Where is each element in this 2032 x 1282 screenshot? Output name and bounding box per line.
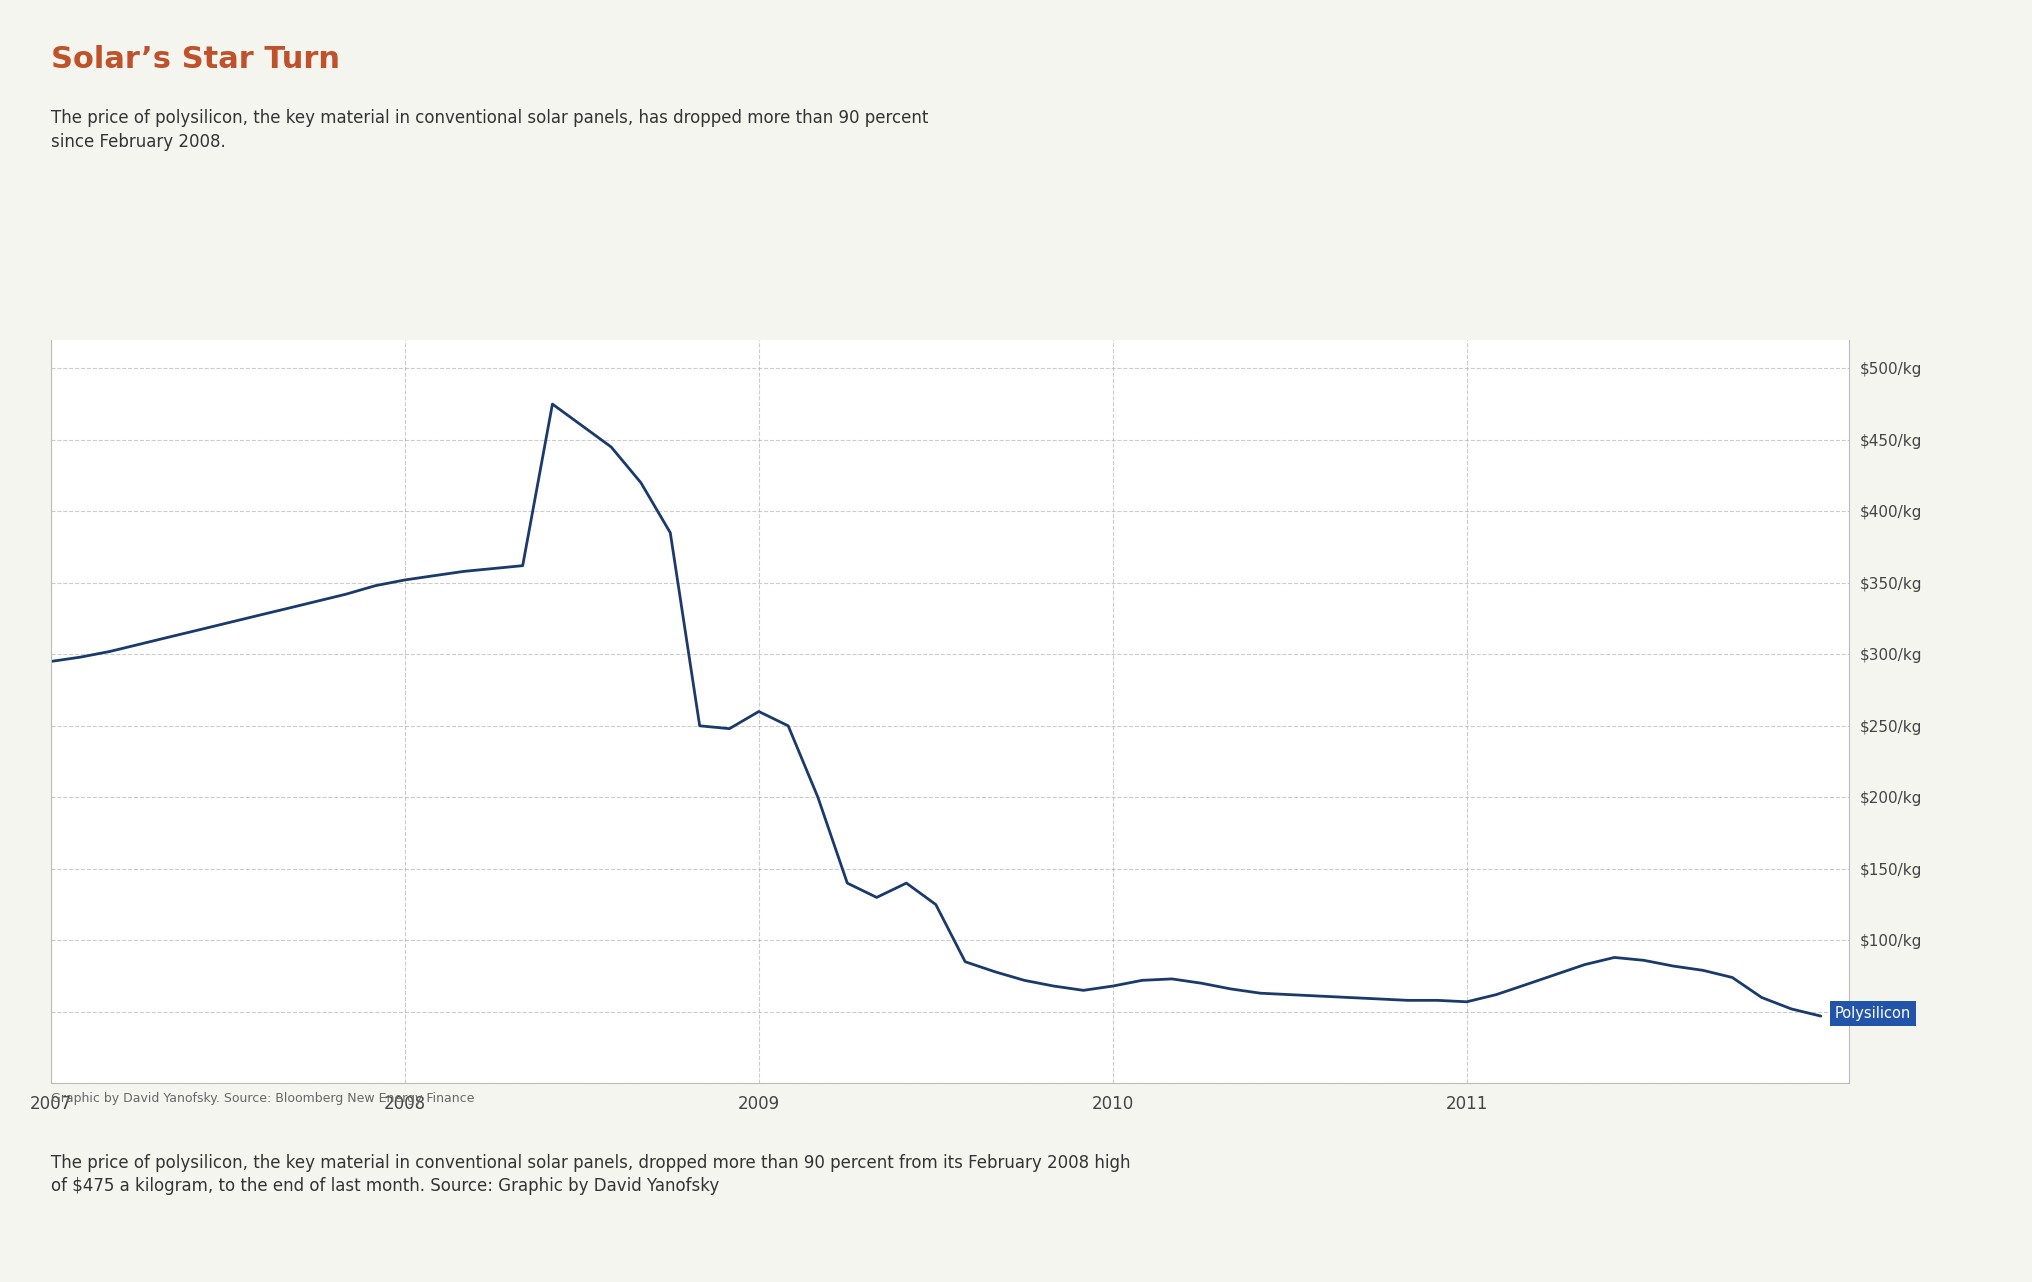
- Text: Polysilicon: Polysilicon: [1835, 1005, 1912, 1020]
- Text: The price of polysilicon, the key material in conventional solar panels, dropped: The price of polysilicon, the key materi…: [51, 1154, 1130, 1195]
- Text: Solar’s Star Turn: Solar’s Star Turn: [51, 45, 339, 74]
- Text: Graphic by David Yanofsky. Source: Bloomberg New Energy Finance: Graphic by David Yanofsky. Source: Bloom…: [51, 1092, 473, 1105]
- Text: The price of polysilicon, the key material in conventional solar panels, has dro: The price of polysilicon, the key materi…: [51, 109, 929, 150]
